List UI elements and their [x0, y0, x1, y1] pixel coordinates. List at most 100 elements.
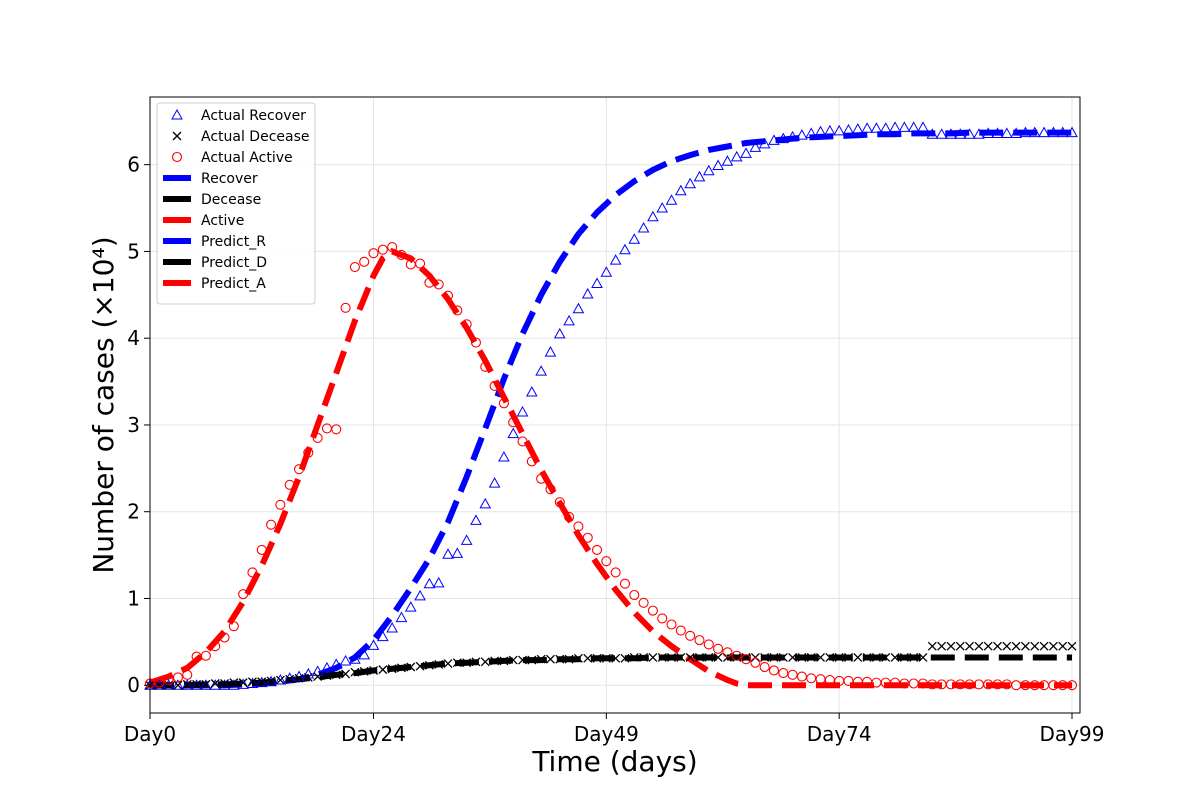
point-actual-recover [861, 122, 873, 133]
point-actual-decease [685, 653, 695, 662]
point-actual-recover [833, 124, 846, 136]
point-actual-active [601, 556, 612, 567]
point-actual-decease [890, 653, 900, 662]
point-actual-decease [611, 653, 621, 663]
point-actual-active [470, 337, 482, 348]
point-actual-decease [1020, 641, 1030, 651]
point-actual-active [638, 597, 649, 608]
point-actual-decease [480, 657, 490, 667]
point-actual-decease [583, 653, 593, 663]
point-actual-recover [311, 665, 324, 676]
point-actual-decease [909, 653, 919, 662]
point-actual-active [647, 605, 658, 616]
point-actual-decease [853, 653, 863, 662]
point-actual-active [182, 669, 193, 680]
point-actual-recover [889, 121, 901, 132]
point-actual-recover [973, 128, 985, 139]
point-actual-active [675, 625, 686, 636]
point-actual-decease [1002, 641, 1012, 651]
legend: Actual Recover Actual Decease Actual Activ… [156, 102, 316, 305]
point-actual-recover [544, 346, 557, 357]
point-actual-active [722, 647, 733, 658]
point-actual-recover [637, 221, 650, 233]
point-actual-recover [665, 194, 678, 205]
point-actual-recover [1028, 126, 1041, 138]
point-actual-decease [1067, 641, 1077, 651]
point-actual-recover [1000, 127, 1013, 138]
point-actual-decease [247, 677, 257, 687]
point-actual-recover [321, 661, 333, 673]
y-axis-label: Number of cases (×10⁴) [87, 236, 120, 573]
point-actual-recover [516, 405, 529, 417]
point-actual-decease [825, 653, 835, 662]
point-actual-decease [592, 653, 602, 663]
point-actual-recover [507, 427, 520, 439]
point-actual-recover [283, 672, 296, 683]
point-actual-recover [423, 577, 436, 589]
point-actual-active [303, 447, 314, 458]
point-actual-recover [1056, 126, 1069, 138]
point-actual-decease [452, 658, 462, 668]
point-actual-decease [620, 653, 630, 663]
point-actual-decease [527, 655, 537, 665]
point-actual-decease [1039, 641, 1049, 651]
point-actual-recover [730, 150, 743, 162]
point-actual-active [163, 674, 174, 686]
point-actual-decease [629, 653, 639, 662]
point-actual-recover [209, 679, 222, 690]
point-actual-decease [657, 653, 667, 662]
point-actual-recover [721, 155, 734, 166]
point-actual-decease [555, 654, 565, 664]
point-actual-recover [479, 497, 492, 509]
point-actual-decease [881, 653, 891, 662]
legend-swatch [171, 108, 183, 120]
point-actual-decease [173, 680, 183, 690]
point-actual-recover [218, 679, 231, 690]
point-actual-recover [553, 327, 566, 339]
point-actual-recover [749, 141, 762, 152]
point-actual-recover [591, 277, 603, 289]
point-actual-decease [341, 669, 351, 679]
point-actual-decease [536, 654, 546, 664]
point-actual-decease [220, 679, 229, 688]
point-actual-decease [387, 664, 397, 674]
point-actual-recover [200, 679, 212, 690]
point-actual-active [591, 544, 603, 555]
point-actual-active [284, 479, 295, 490]
point-actual-recover [1047, 126, 1060, 138]
point-actual-active [219, 632, 230, 643]
point-actual-active [154, 677, 165, 688]
point-actual-recover [768, 134, 780, 145]
point-actual-active [256, 544, 267, 555]
point-actual-active [238, 589, 249, 600]
point-actual-recover [879, 122, 892, 133]
point-actual-active [387, 242, 398, 253]
x-tick-label: Day74 [807, 722, 872, 746]
point-actual-active [629, 589, 640, 601]
axis-ticks: Day0 Day24 Day49 Day74 Day99 0 1 2 3 4 5 6 [124, 153, 1105, 746]
legend-label: Decease [201, 192, 261, 208]
point-actual-recover [786, 130, 799, 142]
point-actual-decease [965, 641, 975, 651]
point-actual-active [396, 249, 407, 260]
point-actual-recover [162, 679, 175, 690]
point-actual-decease [955, 641, 965, 651]
point-actual-decease [797, 653, 807, 662]
point-actual-decease [667, 653, 676, 662]
point-actual-decease [844, 653, 853, 662]
y-tick-label: 5 [127, 239, 140, 263]
point-actual-recover [702, 164, 715, 176]
point-actual-recover [1019, 126, 1032, 138]
point-actual-active [275, 499, 286, 510]
point-actual-active [517, 436, 528, 447]
x-tick-label: Day49 [574, 722, 639, 746]
x-axis-label: Time (days) [531, 745, 697, 778]
point-actual-recover [684, 177, 697, 189]
point-actual-recover [917, 121, 929, 132]
point-actual-active [610, 567, 621, 578]
point-actual-active [489, 380, 500, 391]
point-actual-recover [386, 621, 398, 633]
x-tick-label: Day24 [341, 722, 406, 746]
point-actual-recover [842, 123, 855, 135]
point-actual-decease [508, 655, 518, 665]
